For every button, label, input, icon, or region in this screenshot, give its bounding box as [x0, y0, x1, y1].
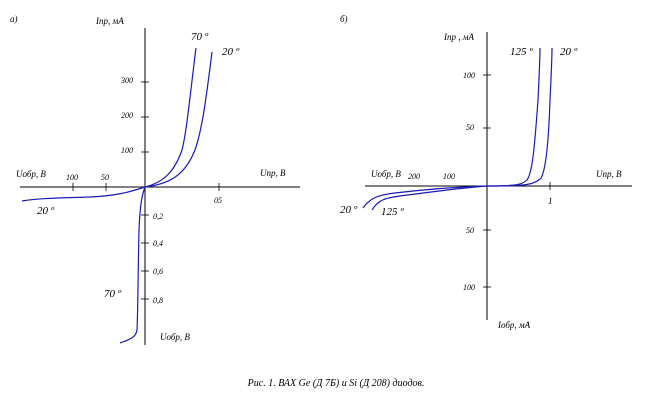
chart-a-xlabel-reverse: Uобр, В [16, 169, 46, 179]
chart-b-curve-20-forward [486, 47, 553, 187]
chart-a-ytick-rev-label: 0,6 [153, 267, 163, 276]
chart-b-annotation: 125 º [510, 46, 533, 58]
chart-b-ylabel-reverse: Iобр, мА [497, 320, 531, 330]
chart-b-xtick-label: 100 [443, 172, 455, 181]
chart-a-ytick-label: 300 [120, 76, 133, 85]
panel-b-label: б) [340, 14, 348, 24]
chart-a-ytick-label: 100 [121, 146, 133, 155]
chart-a-ylabel-forward: Iпр, мА [95, 16, 124, 26]
chart-a-curve-20-forward [144, 51, 213, 188]
chart-b-curve-125-forward [486, 47, 541, 187]
chart-b-annotation: 20 º [340, 204, 358, 216]
chart-b-ytick-rev-label: 100 [463, 283, 475, 292]
chart-a-annotation: 20 º [37, 205, 55, 217]
chart-a-annotation: 70 º [104, 288, 122, 300]
chart-b-curve-20-reverse [362, 185, 488, 209]
chart-b-xlabel-forward: Uпр, В [596, 169, 622, 179]
chart-a-ytick-rev-label: 0,8 [153, 296, 163, 305]
chart-a-annotation: 20 º [222, 46, 240, 58]
chart-b-ytick-label: 100 [463, 71, 475, 80]
chart-b-ytick-label: 50 [466, 123, 474, 132]
chart-a-curve-20-reverse [21, 186, 146, 202]
figure-caption: Рис. 1. ВАХ Ge (Д 7Б) и Si (Д 208) диодо… [247, 378, 425, 389]
chart-a-ylabel-reverse: Uобр, В [160, 332, 190, 342]
chart-b-annotation: 125 º [381, 206, 404, 218]
panel-a-label: а) [10, 14, 18, 24]
chart-b-annotation: 20 º [560, 46, 578, 58]
chart-a-ytick-rev-label: 0,4 [153, 239, 163, 248]
chart-b-xlabel-reverse: Uобр, В [371, 169, 401, 179]
chart-a-xtick-label: 100 [66, 173, 78, 182]
chart-a-xtick-label: 50 [101, 173, 109, 182]
chart-b: б) Iпр , мА Uпр, В Uобр, В Iобр, мА 50 1… [340, 14, 632, 330]
chart-b-xtick-label: 200 [408, 172, 420, 181]
chart-a: а) Iпр, мА Uпр, В Uобр, В Uобр, В 100 20… [10, 14, 300, 345]
chart-a-xlabel-forward: Uпр, В [260, 168, 286, 178]
chart-b-xtick-label: 1 [548, 196, 553, 206]
chart-a-annotation: 70 º [191, 31, 209, 43]
chart-a-ytick-rev-label: 0,2 [153, 212, 163, 221]
chart-a-xtick-label: 05 [214, 196, 222, 205]
chart-a-curve-70-reverse [119, 186, 146, 344]
chart-a-ytick-label: 200 [121, 111, 133, 120]
chart-b-curve-125-reverse [371, 185, 488, 211]
chart-a-curve-70-forward [144, 47, 197, 188]
chart-b-ytick-rev-label: 50 [466, 226, 474, 235]
chart-b-ylabel-forward: Iпр , мА [443, 32, 474, 42]
